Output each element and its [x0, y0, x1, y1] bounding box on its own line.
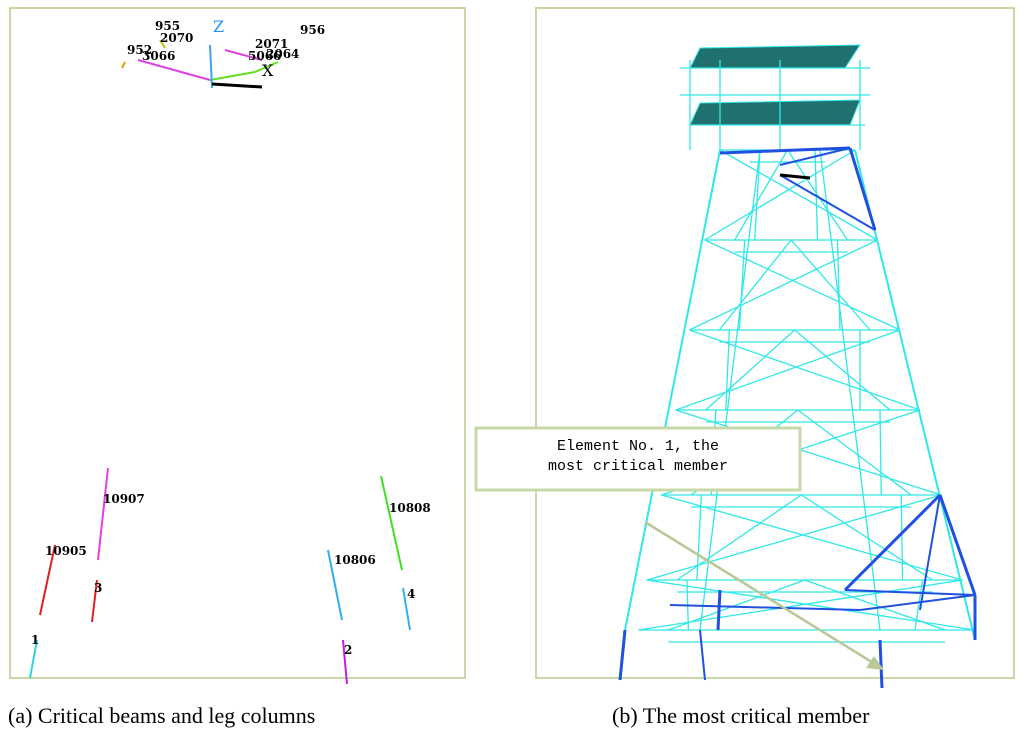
node-label: 10806	[334, 553, 376, 567]
node-label: 1	[31, 633, 39, 647]
callout-line: Element No. 1, the	[557, 438, 719, 455]
node-label: Z	[213, 17, 224, 36]
deck	[690, 100, 860, 125]
member	[718, 590, 720, 630]
node-label: 2	[344, 643, 352, 657]
deck	[690, 45, 860, 68]
page: Element No. 1, the most critical member …	[0, 0, 1026, 742]
callout-line: most critical member	[548, 458, 728, 475]
node-label: 10808	[389, 501, 431, 515]
member	[880, 640, 882, 688]
figure: Element No. 1, the most critical member …	[0, 0, 1026, 742]
node-label: 956	[300, 23, 325, 37]
caption-b: (b) The most critical member	[612, 703, 870, 728]
node-label: 4	[407, 587, 415, 601]
caption-a: (a) Critical beams and leg columns	[8, 703, 315, 728]
panel-a-frame	[10, 8, 465, 678]
node-label: X	[262, 61, 274, 80]
node-label: 10907	[103, 492, 145, 506]
node-label: 2070	[160, 31, 193, 45]
node-label: 3	[94, 581, 102, 595]
node-label: 3066	[142, 49, 175, 63]
node-label: 10905	[45, 544, 87, 558]
node-label: 2064	[266, 47, 299, 61]
